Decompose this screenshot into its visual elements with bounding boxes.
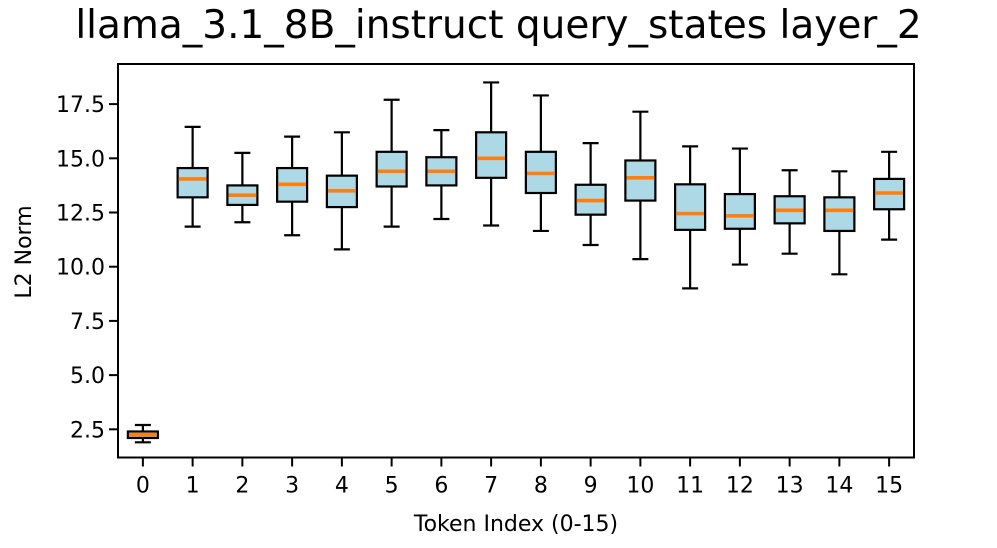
y-tick-label: 7.5 (70, 310, 105, 335)
x-tick-label: 15 (875, 474, 903, 499)
x-tick-label: 10 (626, 474, 654, 499)
box-token-5 (375, 150, 408, 188)
x-tick-label: 5 (385, 474, 399, 499)
y-tick-label: 2.5 (70, 418, 105, 443)
x-tick-label: 9 (584, 474, 598, 499)
x-tick-label: 2 (235, 474, 249, 499)
x-tick-label: 13 (776, 474, 804, 499)
y-tick-label: 10.0 (56, 256, 105, 281)
x-tick-label: 4 (335, 474, 349, 499)
y-tick-label: 17.5 (56, 93, 105, 118)
y-tick-label: 5.0 (70, 364, 105, 389)
x-tick-label: 12 (726, 474, 754, 499)
box-token-10 (624, 159, 657, 202)
y-tick-label: 12.5 (56, 202, 105, 227)
x-tick-label: 11 (676, 474, 704, 499)
box-token-14 (823, 196, 856, 233)
box-token-7 (475, 131, 508, 179)
x-tick-label: 0 (136, 474, 150, 499)
x-tick-label: 8 (534, 474, 548, 499)
chart-title: llama_3.1_8B_instruct query_states layer… (75, 3, 922, 48)
box-token-1 (176, 166, 209, 199)
box-token-11 (674, 183, 707, 231)
plot-frame (117, 63, 915, 459)
box-token-12 (723, 192, 756, 230)
x-tick-label: 3 (285, 474, 299, 499)
x-axis-label: Token Index (0-15) (413, 512, 618, 537)
x-tick-label: 1 (186, 474, 200, 499)
x-tick-label: 6 (434, 474, 448, 499)
y-tick-label: 15.0 (56, 147, 105, 172)
x-tick-label: 14 (825, 474, 853, 499)
y-axis-label: L2 Norm (12, 205, 37, 298)
x-tick-label: 7 (484, 474, 498, 499)
plot-area: 2.55.07.510.012.515.017.50 1 2 3 4 5 6 7 8 9 10 11 1… (56, 63, 915, 499)
